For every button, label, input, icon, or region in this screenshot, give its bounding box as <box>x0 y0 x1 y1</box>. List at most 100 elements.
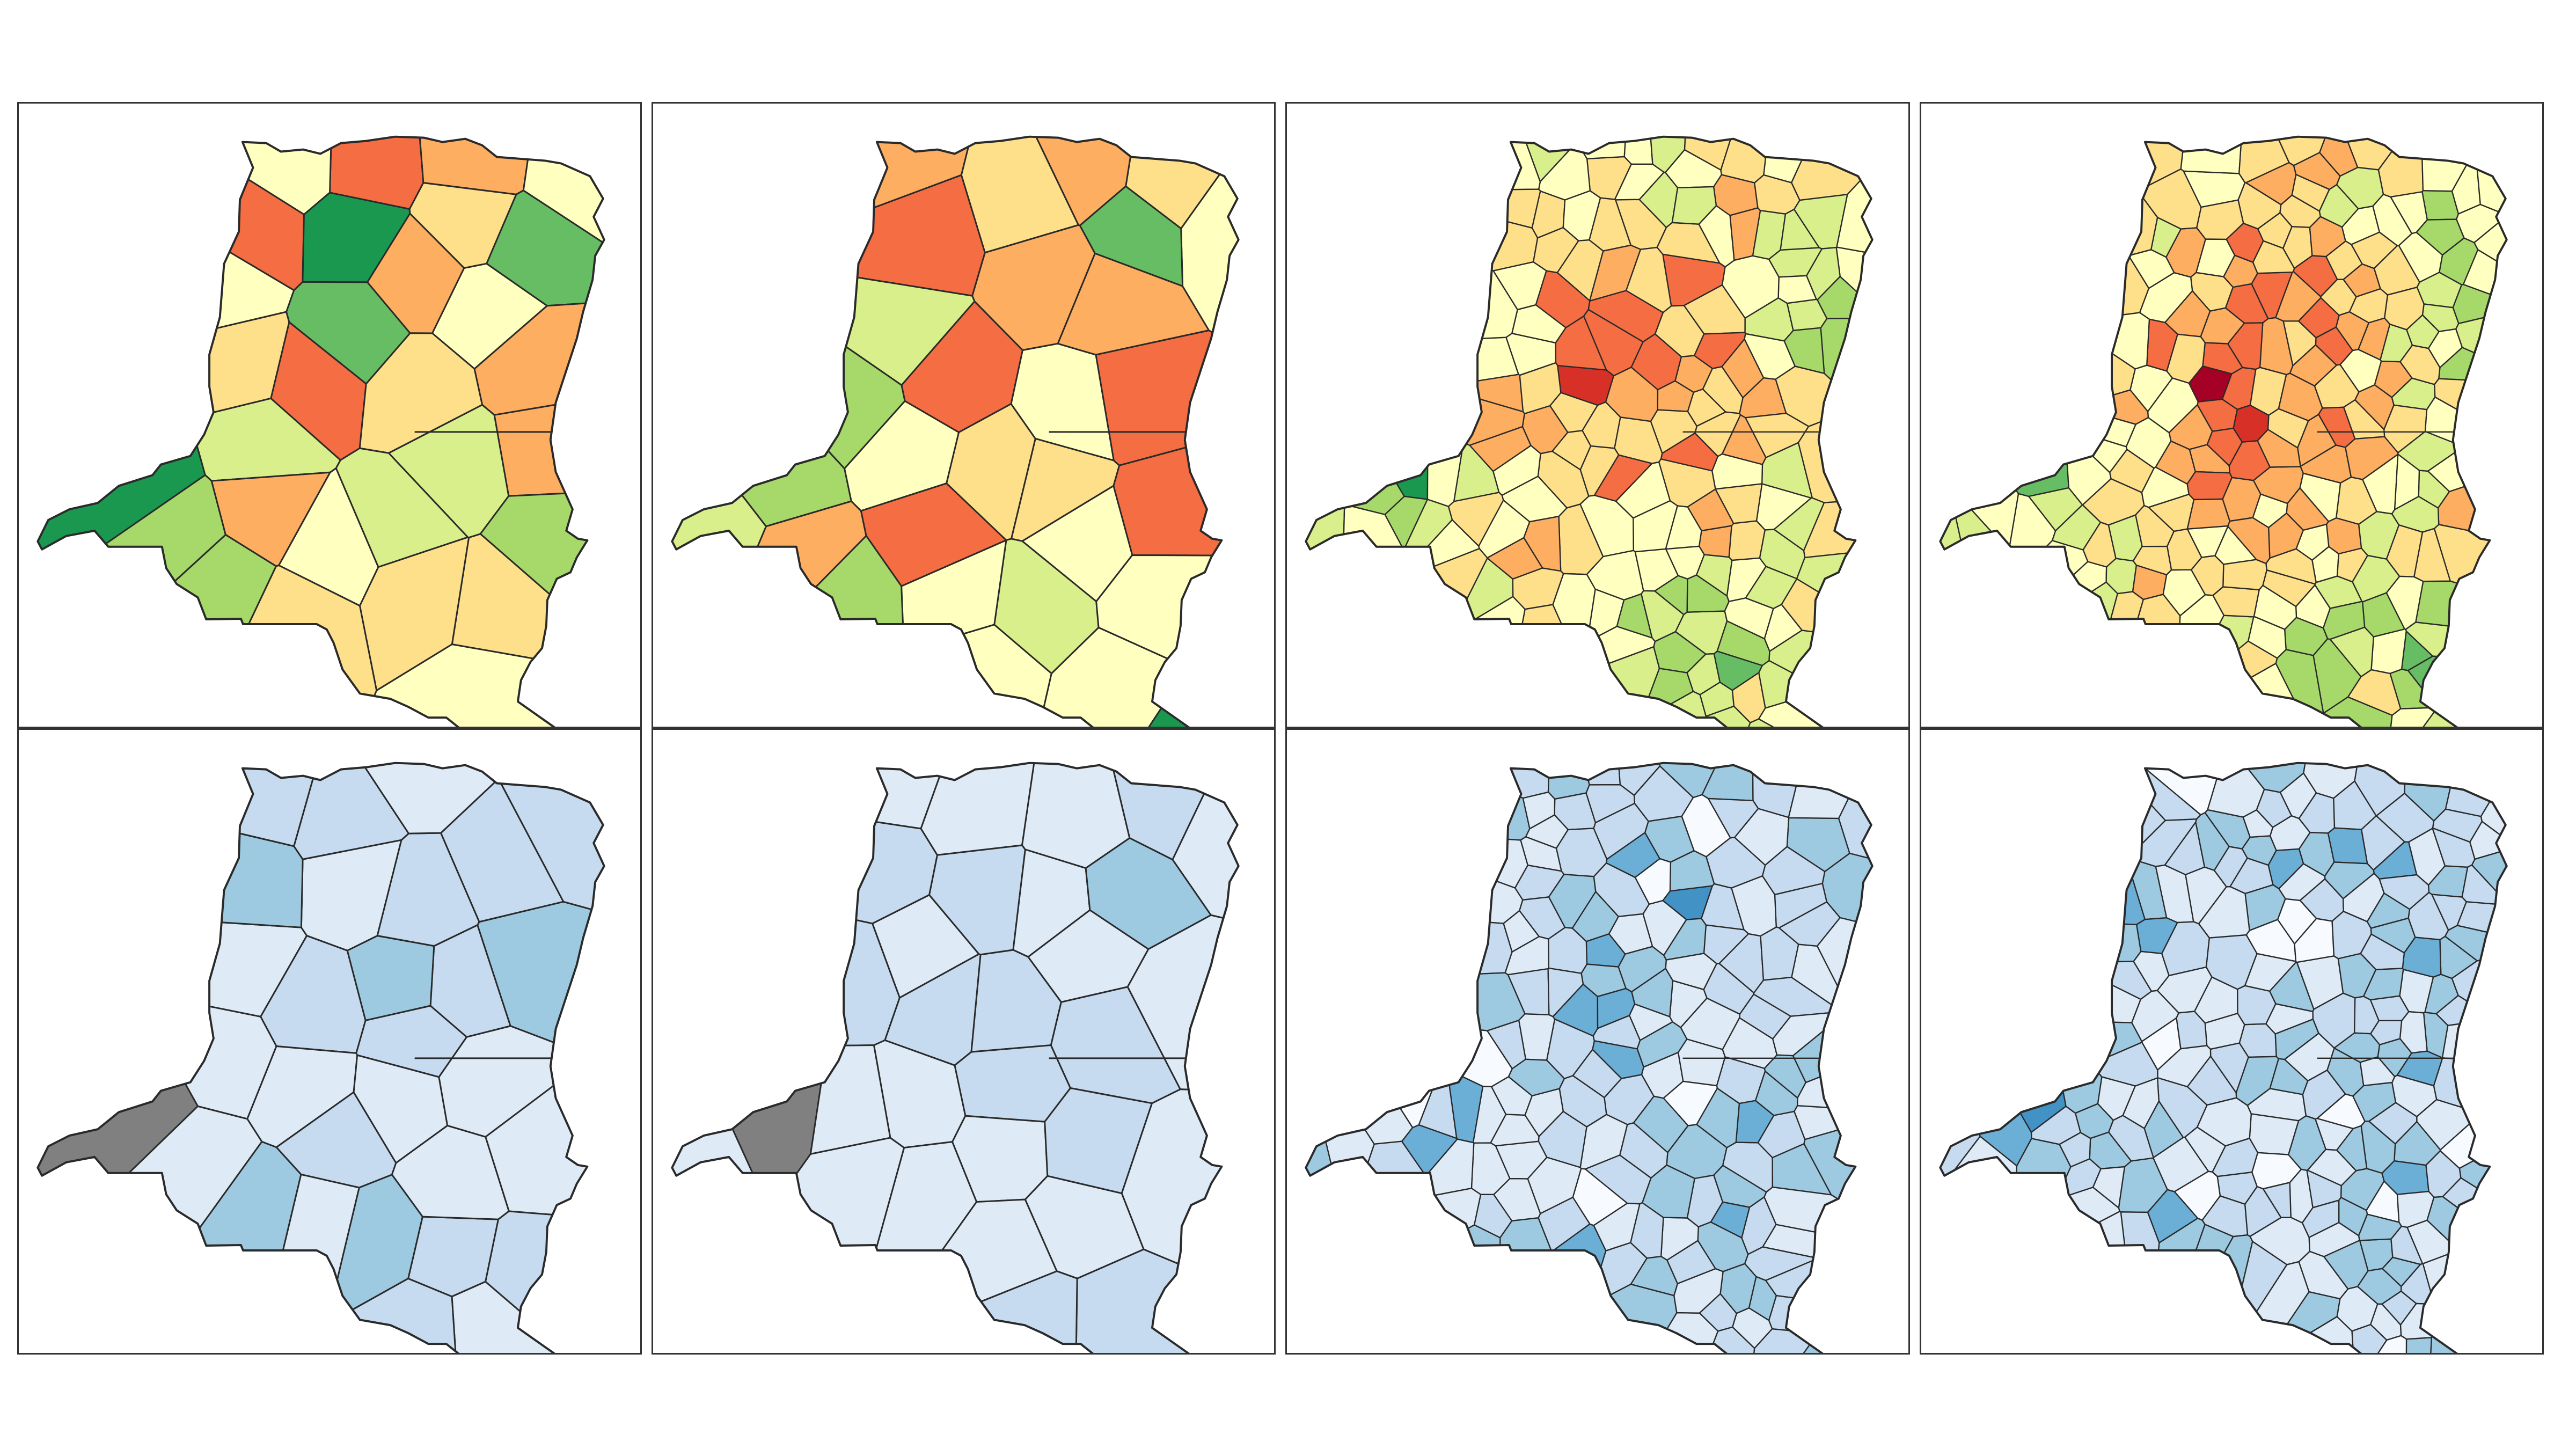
district <box>2147 377 2199 434</box>
district <box>1940 1000 1981 1194</box>
country-outline <box>1938 762 2508 1353</box>
district <box>1940 305 2136 408</box>
district <box>2325 517 2362 555</box>
district <box>2141 1017 2182 1071</box>
district <box>1747 1328 1819 1353</box>
district <box>1306 1045 1347 1353</box>
district <box>1940 178 2158 257</box>
district <box>1684 136 1733 171</box>
country-outline <box>1305 135 1874 727</box>
district <box>1768 1294 1872 1334</box>
district <box>2357 317 2390 361</box>
district <box>1719 1263 1757 1314</box>
district <box>1713 650 1763 691</box>
district <box>1386 188 1541 229</box>
country-outline <box>36 135 605 727</box>
anchor-district-west <box>1306 312 1429 500</box>
district <box>2081 478 2145 526</box>
district <box>1319 548 1488 727</box>
map-bottom-4 <box>1938 762 2508 1353</box>
district <box>1095 330 1239 466</box>
district <box>1370 972 1526 1031</box>
district-layer <box>671 136 1239 727</box>
district <box>1707 797 1759 839</box>
district <box>1663 918 1707 961</box>
district <box>1306 1224 1502 1353</box>
district <box>1469 426 1532 472</box>
map-panel-bottom-2 <box>651 728 1276 1355</box>
district <box>1728 520 1766 561</box>
district <box>2405 1337 2432 1353</box>
district <box>1306 423 1345 727</box>
district <box>2374 360 2413 398</box>
district <box>1552 573 1596 658</box>
district-layer <box>38 763 604 1353</box>
map-bottom-3 <box>1305 762 1874 1353</box>
district <box>1470 1142 1511 1196</box>
district <box>407 1216 499 1298</box>
district <box>2200 307 2245 345</box>
district <box>2340 1168 2385 1211</box>
district <box>1306 955 1414 1145</box>
district-layer <box>1940 763 2507 1353</box>
district <box>2401 630 2433 671</box>
country-outline <box>670 762 1240 1353</box>
district <box>2186 471 2233 501</box>
map-panel-top-4 <box>1919 102 2544 728</box>
district <box>2385 524 2423 577</box>
map-top-2 <box>670 135 1240 727</box>
district <box>1998 540 2088 644</box>
country-outline <box>36 762 605 1353</box>
district <box>2186 498 2230 530</box>
district <box>2222 559 2267 591</box>
district <box>2427 1316 2482 1353</box>
district <box>1650 409 1697 454</box>
district <box>2244 884 2286 931</box>
map-panel-top-1 <box>17 102 642 728</box>
district <box>2329 626 2374 678</box>
district <box>2278 372 2323 422</box>
district <box>2474 136 2507 216</box>
district <box>2252 493 2288 529</box>
district <box>2327 827 2368 865</box>
district <box>1522 791 1556 830</box>
map-top-3 <box>1305 135 1874 727</box>
map-panel-bottom-4 <box>1919 728 2544 1355</box>
district <box>2318 184 2359 228</box>
district <box>737 174 986 297</box>
district <box>2152 1136 2209 1192</box>
district <box>1521 646 1660 727</box>
district <box>1520 1283 1678 1353</box>
district <box>1654 305 1705 357</box>
district <box>1636 1021 1688 1068</box>
district <box>2253 584 2297 630</box>
district <box>928 844 1026 956</box>
district <box>2402 936 2441 978</box>
district <box>1354 829 1528 889</box>
country-outline <box>670 135 1240 727</box>
district <box>873 1039 966 1149</box>
district <box>2164 290 2211 338</box>
district <box>1331 1140 1426 1327</box>
district <box>1323 596 1526 727</box>
district <box>2206 427 2243 467</box>
district <box>1021 763 1130 869</box>
district <box>1306 763 1531 841</box>
district <box>2369 995 2410 1021</box>
district <box>1555 828 1608 877</box>
district <box>1634 548 1679 592</box>
district <box>2216 1172 2258 1205</box>
district <box>1994 561 2107 655</box>
district <box>671 535 905 727</box>
district-layer <box>1306 763 1872 1353</box>
district <box>1940 934 2141 1023</box>
district <box>1663 1080 1718 1126</box>
district <box>2357 1268 2402 1305</box>
map-panel-top-2 <box>651 102 1276 728</box>
district <box>1940 462 1989 727</box>
district <box>2314 575 2362 609</box>
district <box>1438 763 1550 799</box>
district <box>391 1124 510 1220</box>
district <box>2147 1189 2198 1243</box>
